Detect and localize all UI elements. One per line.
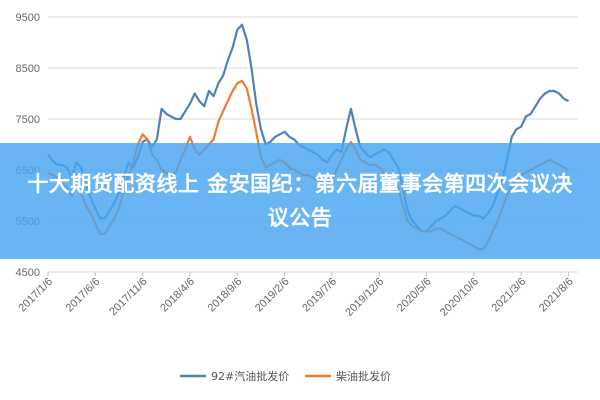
x-tick-label: 2021/8/6 (537, 276, 576, 315)
x-tick-label: 2020/5/6 (395, 276, 434, 315)
x-tick-label: 2017/1/6 (16, 276, 55, 315)
x-tick-label: 2020/10/6 (438, 276, 481, 319)
x-tick-label: 2018/9/6 (206, 276, 245, 315)
x-tick-label: 2017/11/6 (107, 276, 150, 319)
y-tick-label: 4500 (16, 267, 40, 279)
x-tick-label: 2019/12/6 (343, 276, 386, 319)
x-tick-label: 2019/2/6 (253, 276, 292, 315)
y-tick-label: 8500 (16, 63, 40, 75)
legend-label-gasoline: 92#汽油批发价 (211, 369, 289, 383)
x-tick-label: 2021/3/6 (490, 276, 529, 315)
headline-text: 十大期货配资线上 金安国纪：第六届董事会第四次会议决议公告 (27, 172, 573, 230)
y-tick-label: 9500 (16, 12, 40, 24)
x-tick-label: 2019/7/6 (300, 276, 339, 315)
y-tick-label: 7500 (16, 114, 40, 126)
headline-banner[interactable]: 十大期货配资线上 金安国纪：第六届董事会第四次会议决议公告 (0, 143, 600, 259)
x-tick-label: 2017/6/6 (64, 276, 103, 315)
legend-label-diesel: 柴油批发价 (336, 369, 391, 383)
x-tick-label: 2018/4/6 (158, 276, 197, 315)
